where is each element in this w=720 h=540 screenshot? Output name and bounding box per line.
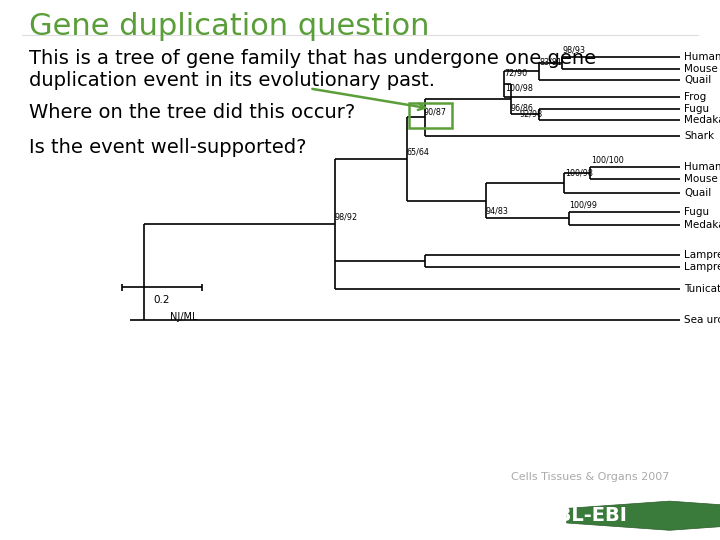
Text: Quail: Quail (684, 75, 711, 85)
Text: 92/98: 92/98 (520, 110, 543, 119)
Text: 90/87: 90/87 (423, 107, 446, 116)
Text: Quail: Quail (684, 187, 711, 198)
Text: Human: Human (684, 162, 720, 172)
Text: 96/86: 96/86 (510, 104, 534, 112)
Text: 94/83: 94/83 (485, 207, 508, 216)
Text: Human: Human (684, 51, 720, 62)
Text: EMBL-EBI: EMBL-EBI (525, 506, 627, 525)
Text: Sea urchin: Sea urchin (684, 315, 720, 326)
Text: 98/93: 98/93 (562, 45, 585, 54)
Text: Cells Tissues & Organs 2007: Cells Tissues & Organs 2007 (511, 471, 670, 482)
Text: 72/90: 72/90 (505, 69, 528, 78)
Text: Gene duplication question: Gene duplication question (29, 12, 429, 41)
Text: 100/99: 100/99 (570, 201, 598, 210)
Text: 65/64: 65/64 (406, 147, 429, 157)
Text: Tunicate: Tunicate (684, 284, 720, 294)
Bar (409, 103, 452, 129)
Text: NJ/ML: NJ/ML (170, 312, 197, 322)
Text: Where on the tree did this occur?: Where on the tree did this occur? (29, 103, 355, 122)
Text: Frog: Frog (684, 92, 706, 102)
Text: Medaka: Medaka (684, 115, 720, 125)
Polygon shape (567, 501, 720, 530)
Text: Medaka: Medaka (684, 220, 720, 229)
Text: Lamprey B: Lamprey B (684, 262, 720, 272)
Text: 98/92: 98/92 (334, 213, 357, 221)
Text: 100/100: 100/100 (591, 156, 624, 165)
Text: Fugu: Fugu (684, 104, 709, 114)
Text: Lamprey A: Lamprey A (684, 249, 720, 260)
Text: 83/81: 83/81 (539, 58, 562, 67)
Text: Fugu: Fugu (684, 207, 709, 217)
Text: 100/98: 100/98 (565, 168, 593, 178)
Text: Is the event well-supported?: Is the event well-supported? (29, 138, 306, 157)
Text: 0.2: 0.2 (154, 295, 170, 305)
Text: This is a tree of gene family that has undergone one gene
duplication event in i: This is a tree of gene family that has u… (29, 49, 596, 90)
Text: Mouse: Mouse (684, 64, 718, 74)
Text: Shark: Shark (684, 131, 714, 140)
Text: 100/98: 100/98 (505, 83, 533, 92)
Text: Mouse: Mouse (684, 174, 718, 184)
